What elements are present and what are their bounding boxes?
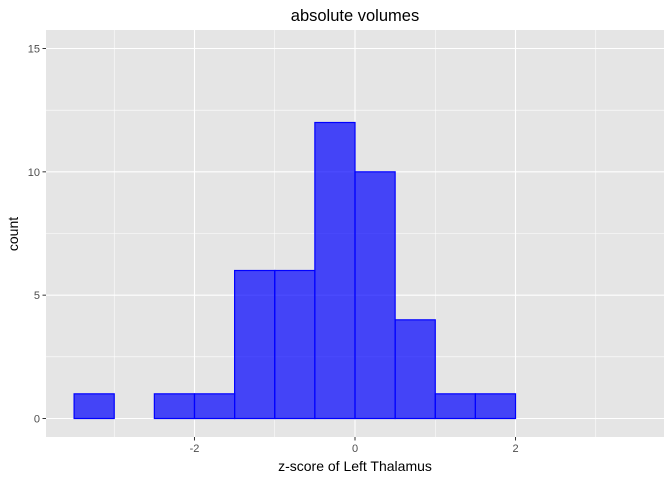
histogram-bar bbox=[73, 393, 115, 420]
y-tick-label: 0 bbox=[34, 414, 40, 426]
y-axis-title: count bbox=[5, 217, 21, 251]
y-tick-label: 10 bbox=[28, 167, 40, 179]
histogram-bar bbox=[434, 393, 476, 420]
histogram-bar bbox=[314, 121, 356, 420]
x-tick-label: -2 bbox=[190, 443, 200, 455]
x-axis-title: z-score of Left Thalamus bbox=[278, 458, 432, 474]
histogram-bar bbox=[394, 319, 436, 420]
histogram-bar bbox=[193, 393, 236, 420]
histogram-bar bbox=[234, 269, 276, 420]
histogram-bar bbox=[474, 393, 517, 420]
histogram-bar bbox=[153, 393, 196, 420]
x-axis-ticks: -2 0 2 bbox=[190, 437, 519, 455]
x-tick-label: 0 bbox=[352, 443, 358, 455]
histogram-bar bbox=[274, 269, 316, 420]
x-tick-label: 2 bbox=[512, 443, 518, 455]
y-tick-label: 15 bbox=[28, 44, 40, 56]
y-axis-ticks: 0 5 10 15 bbox=[28, 44, 46, 426]
histogram-bar bbox=[354, 171, 396, 420]
y-tick-label: 5 bbox=[34, 290, 40, 302]
chart-title: absolute volumes bbox=[291, 7, 419, 25]
histogram-bars bbox=[73, 121, 517, 420]
